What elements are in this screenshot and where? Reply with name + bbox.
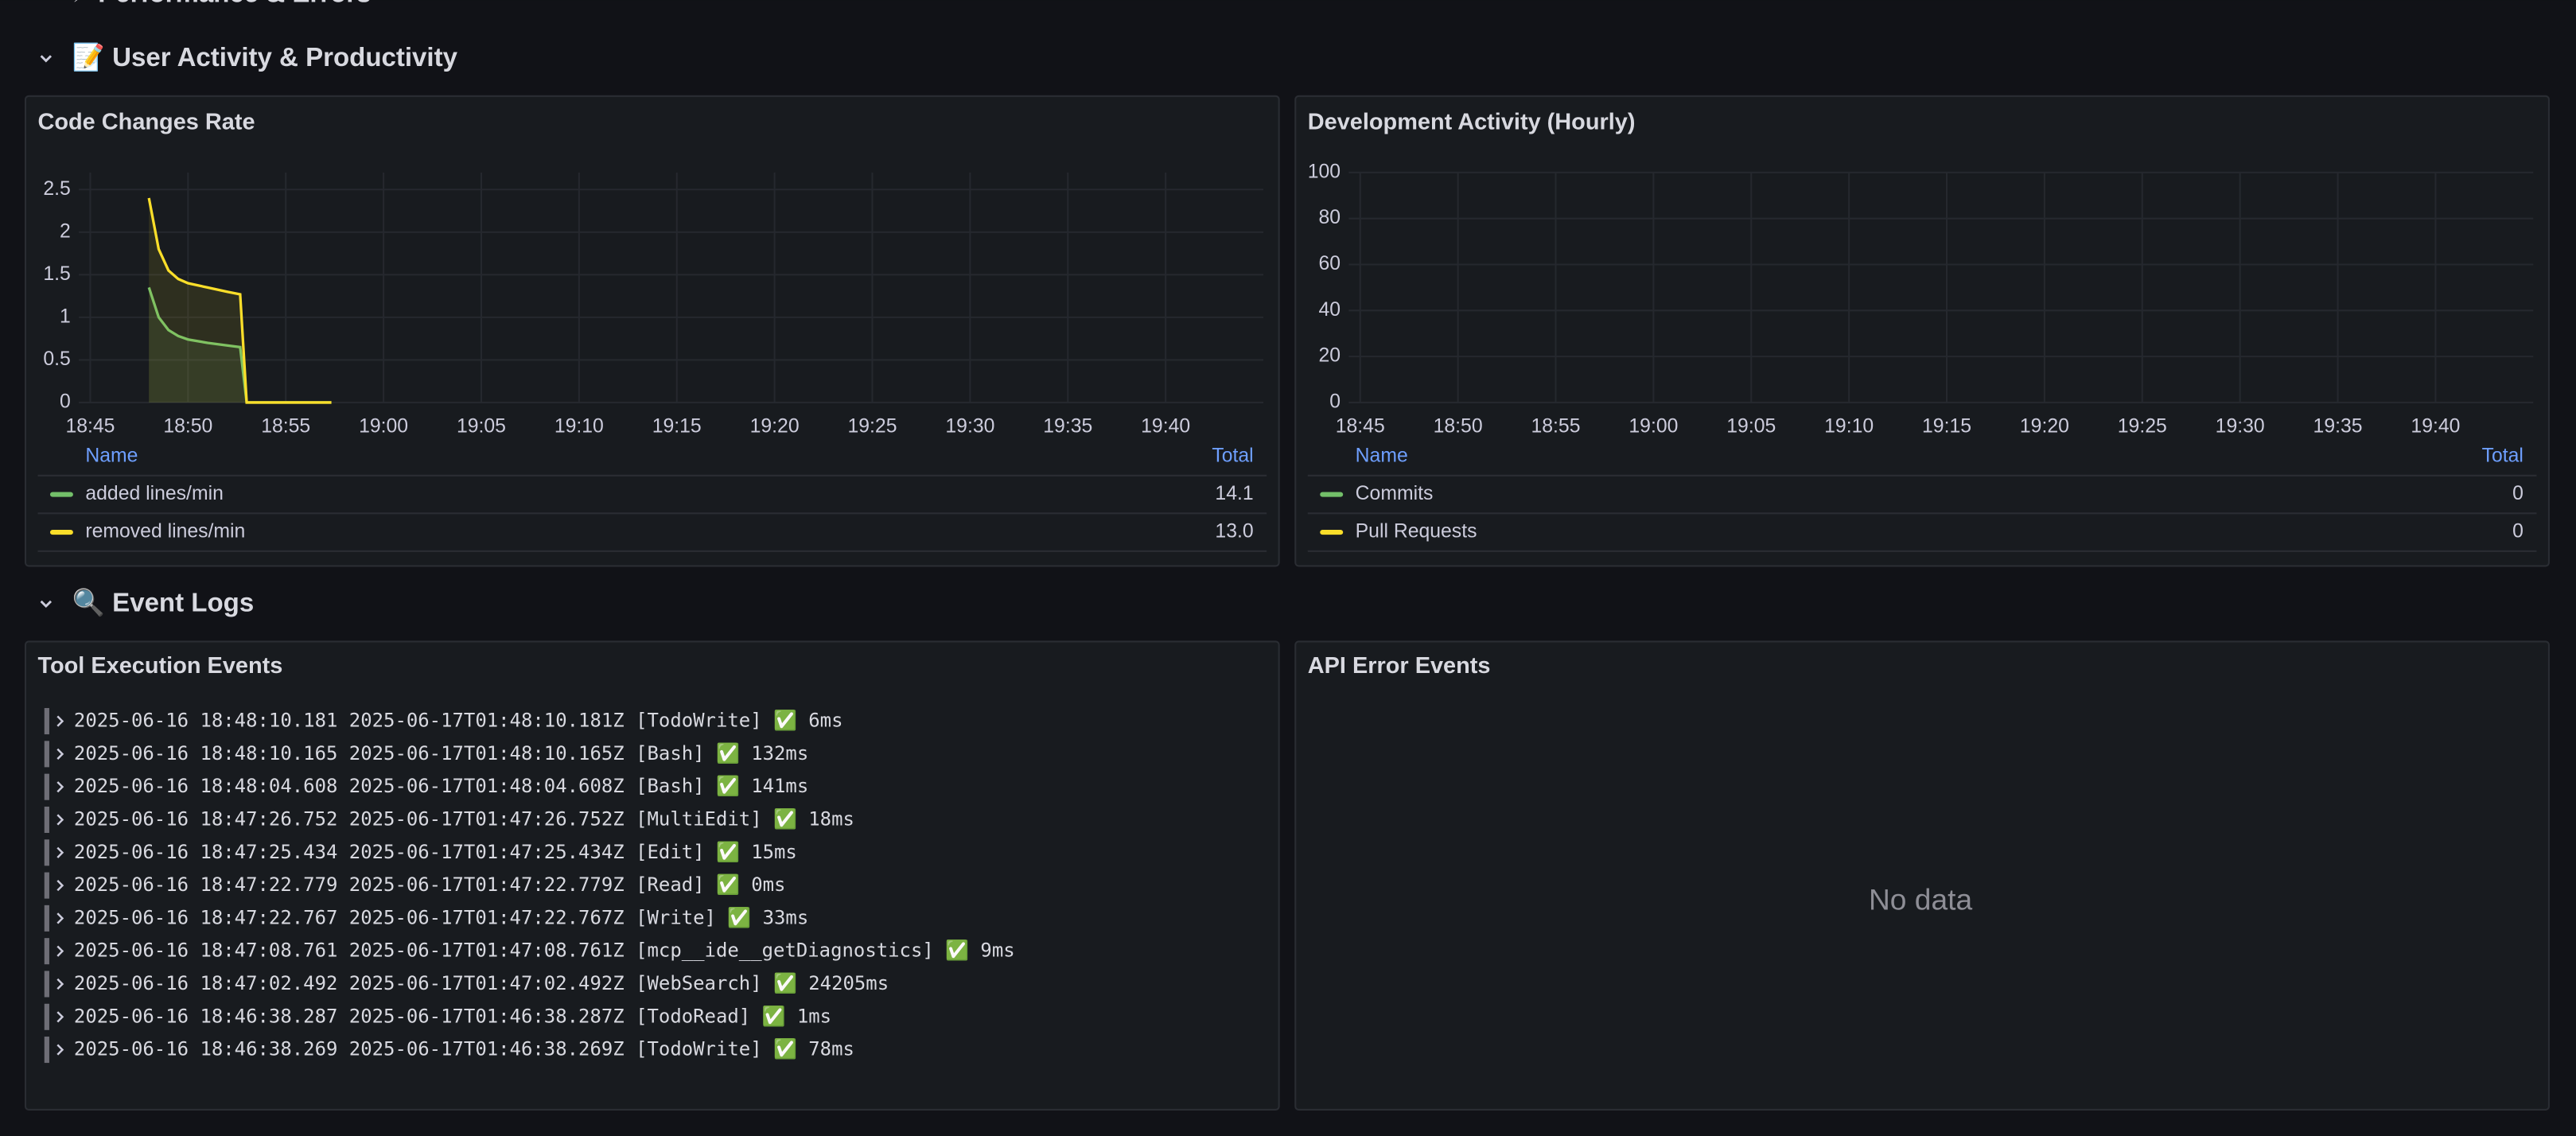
log-level-bar (44, 741, 49, 768)
area-fill (149, 287, 332, 403)
log-expander[interactable] (56, 781, 64, 793)
log-expander[interactable] (56, 879, 64, 892)
x-tick-label: 19:10 (555, 415, 604, 437)
panel-title: Tool Execution Events (37, 653, 282, 679)
x-tick-label: 19:25 (848, 415, 897, 437)
x-tick-label: 19:35 (1043, 415, 1092, 437)
log-line[interactable]: 2025-06-16 18:46:38.287 2025-06-17T01:46… (74, 1005, 831, 1027)
y-tick-label: 60 (1319, 253, 1341, 274)
legend-total: 0 (2512, 483, 2523, 504)
x-tick-label: 18:45 (65, 415, 115, 437)
y-tick-label: 40 (1319, 299, 1341, 321)
x-tick-label: 19:15 (652, 415, 702, 437)
panel (1294, 640, 2550, 1111)
y-tick-label: 0 (60, 391, 71, 412)
x-tick-label: 19:00 (359, 415, 408, 437)
legend-header: Name (1356, 445, 1408, 467)
row-chevron[interactable] (40, 600, 53, 609)
y-tick-label: 1.5 (43, 263, 70, 285)
row-chevron[interactable] (40, 55, 53, 63)
log-expander[interactable] (56, 978, 64, 990)
panel (1294, 95, 2550, 567)
legend-name: removed lines/min (85, 521, 245, 543)
y-tick-label: 2 (60, 220, 71, 242)
log-level-bar (44, 1037, 49, 1064)
y-tick-label: 80 (1319, 207, 1341, 228)
x-tick-label: 19:15 (1922, 415, 1971, 437)
series-line (147, 197, 332, 404)
x-tick-label: 18:50 (1434, 415, 1483, 437)
log-expander[interactable] (56, 1044, 64, 1056)
row-title[interactable]: ⚡ Performance & Errors (72, 0, 372, 9)
x-tick-label: 18:45 (1336, 415, 1385, 437)
log-level-bar (44, 839, 49, 866)
y-tick-label: 0 (1329, 391, 1341, 412)
x-tick-label: 19:00 (1628, 415, 1678, 437)
panel-title: Development Activity (Hourly) (1308, 110, 1636, 135)
legend-header: Total (1212, 445, 1253, 467)
log-expander[interactable] (56, 814, 64, 826)
legend-header: Name (85, 445, 138, 467)
legend-name: Pull Requests (1356, 521, 1477, 543)
log-line[interactable]: 2025-06-16 18:47:22.767 2025-06-17T01:47… (74, 906, 808, 928)
x-tick-label: 18:55 (1531, 415, 1581, 437)
log-line[interactable]: 2025-06-16 18:48:10.165 2025-06-17T01:48… (74, 742, 808, 764)
legend-header: Total (2482, 445, 2523, 467)
x-tick-label: 19:05 (1726, 415, 1776, 437)
x-tick-label: 19:30 (945, 415, 994, 437)
panel-title: API Error Events (1308, 653, 1491, 679)
legend-name: Commits (1356, 483, 1434, 504)
row-title[interactable]: 📝 User Activity & Productivity (72, 42, 458, 72)
y-tick-label: 100 (1308, 161, 1341, 182)
log-level-bar (44, 806, 49, 833)
legend-total: 14.1 (1215, 483, 1253, 504)
log-level-bar (44, 1003, 49, 1030)
legend-name: added lines/min (85, 483, 223, 504)
panel (24, 95, 1280, 567)
log-line[interactable]: 2025-06-16 18:47:25.434 2025-06-17T01:47… (74, 841, 797, 863)
legend-total: 13.0 (1215, 521, 1253, 543)
y-tick-label: 2.5 (43, 178, 70, 200)
log-level-bar (44, 938, 49, 965)
log-level-bar (44, 708, 49, 735)
log-line[interactable]: 2025-06-16 18:46:38.269 2025-06-17T01:46… (74, 1038, 854, 1060)
x-tick-label: 18:55 (261, 415, 310, 437)
log-level-bar (44, 872, 49, 899)
y-tick-label: 20 (1319, 345, 1341, 367)
x-tick-label: 19:10 (1824, 415, 1874, 437)
log-expander[interactable] (56, 912, 64, 924)
x-tick-label: 19:30 (2216, 415, 2265, 437)
log-line[interactable]: 2025-06-16 18:48:10.181 2025-06-17T01:48… (74, 710, 843, 732)
log-line[interactable]: 2025-06-16 18:48:04.608 2025-06-17T01:48… (74, 775, 808, 797)
log-level-bar (44, 971, 49, 998)
log-line[interactable]: 2025-06-16 18:47:22.779 2025-06-17T01:47… (74, 873, 786, 896)
log-expander[interactable] (56, 748, 64, 760)
log-expander[interactable] (56, 846, 64, 858)
x-tick-label: 18:50 (163, 415, 212, 437)
panel-title: Code Changes Rate (37, 110, 255, 135)
legend-total: 0 (2512, 521, 2523, 543)
x-tick-label: 19:20 (2020, 415, 2069, 437)
log-expander[interactable] (56, 715, 64, 727)
log-level-bar (44, 905, 49, 932)
x-tick-label: 19:05 (457, 415, 506, 437)
x-tick-label: 19:40 (1141, 415, 1190, 437)
y-tick-label: 0.5 (43, 348, 70, 370)
row-title[interactable]: 🔍 Event Logs (72, 586, 254, 618)
log-expander[interactable] (56, 945, 64, 957)
log-level-bar (44, 773, 49, 800)
log-line[interactable]: 2025-06-16 18:47:02.492 2025-06-17T01:47… (74, 972, 889, 994)
log-line[interactable]: 2025-06-16 18:47:26.752 2025-06-17T01:47… (74, 807, 854, 830)
x-tick-label: 19:35 (2313, 415, 2363, 437)
y-tick-label: 1 (60, 305, 71, 327)
log-expander[interactable] (56, 1011, 64, 1023)
log-line[interactable]: 2025-06-16 18:47:08.761 2025-06-17T01:47… (74, 940, 1015, 962)
panel (24, 640, 1280, 1111)
x-tick-label: 19:20 (750, 415, 800, 437)
empty-state: No data (1869, 883, 1972, 916)
x-tick-label: 19:25 (2118, 415, 2167, 437)
x-tick-label: 19:40 (2411, 415, 2460, 437)
